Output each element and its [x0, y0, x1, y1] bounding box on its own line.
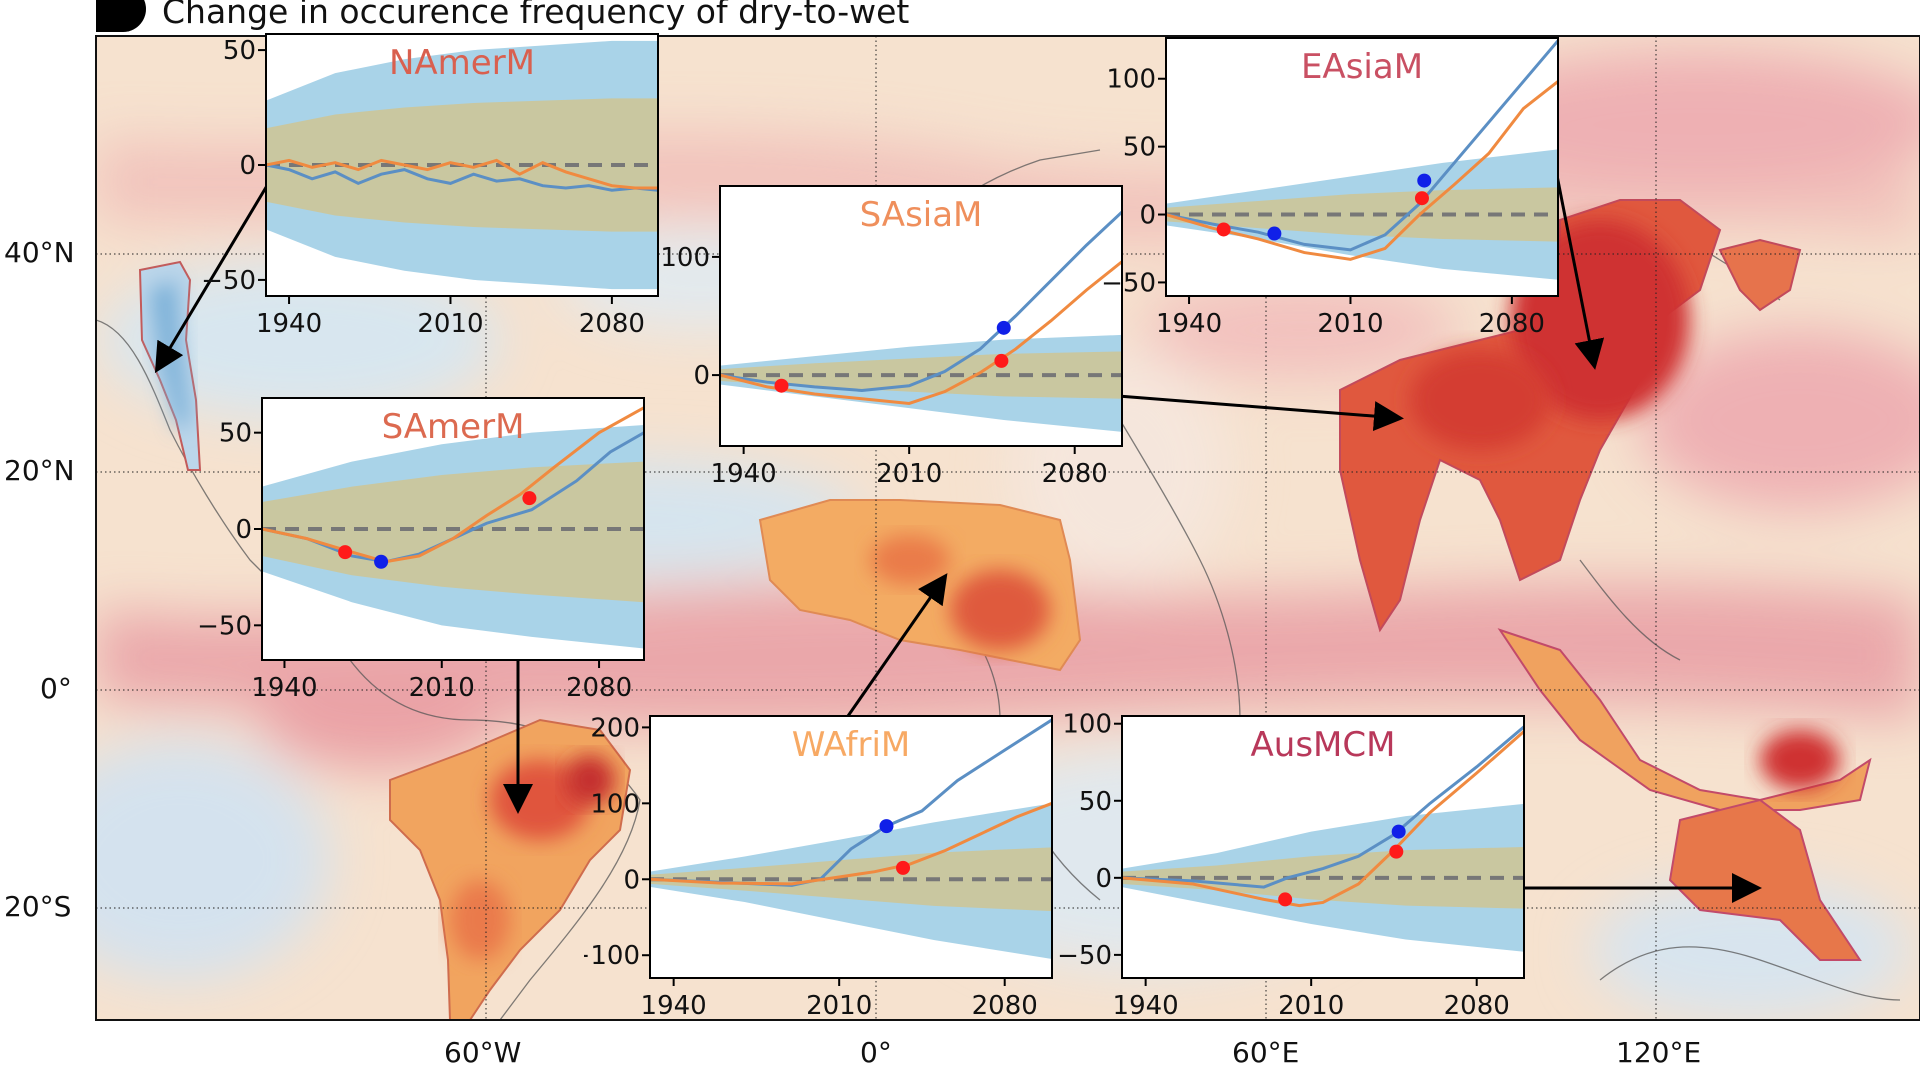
arrow-sasiam [1117, 394, 1404, 432]
y-tick-label: 100 [1106, 65, 1156, 95]
series-line-blue [266, 163, 658, 192]
x-tick-label: 2080 [1479, 309, 1545, 339]
emergence-marker [374, 554, 389, 569]
ensemble-overlap-band [262, 461, 644, 603]
emergence-marker [774, 378, 789, 393]
lat-label-0: 0° [40, 672, 72, 705]
series-line-blue [720, 210, 1122, 392]
y-tick-label: −50 [197, 611, 252, 641]
emergence-marker [1391, 824, 1406, 839]
series-line-orange [1122, 730, 1524, 908]
x-tick-label: 1940 [1113, 991, 1179, 1021]
series-line-orange [720, 260, 1122, 405]
region-ausmcm [1497, 628, 1872, 961]
x-tick-label: 2080 [566, 673, 632, 703]
y-tick-label: 50 [1079, 787, 1112, 817]
y-tick-label: 0 [1095, 864, 1112, 894]
lon-label-120e: 120°E [1616, 1036, 1702, 1069]
plot-frame [1165, 37, 1559, 297]
y-tick-label: 50 [223, 36, 256, 66]
series-line-blue [1122, 725, 1524, 889]
inset-title: SAsiaM [860, 195, 983, 235]
map-frame [95, 35, 1920, 1021]
inset-title: EAsiaM [1301, 47, 1423, 87]
arrow-wafrim [846, 573, 948, 717]
lat-label-40n: 40°N [4, 236, 75, 269]
series-line-orange [650, 801, 1052, 886]
y-tick-label: −50 [1101, 268, 1156, 298]
lat-label-20n: 20°N [4, 454, 75, 487]
series-line-orange [262, 406, 644, 564]
y-tick-label: 200 [590, 713, 640, 743]
emergence-marker [1267, 226, 1282, 241]
x-tick-label: 2010 [876, 459, 942, 489]
x-tick-label: 1940 [251, 673, 317, 703]
y-tick-label: 0 [1139, 201, 1156, 231]
y-tick-label: 0 [693, 361, 710, 391]
x-tick-label: 1940 [641, 991, 707, 1021]
x-tick-label: 2010 [806, 991, 872, 1021]
x-tick-label: 2010 [409, 673, 475, 703]
series-line-orange [266, 158, 658, 190]
lon-label-60w: 60°W [444, 1036, 522, 1069]
inset-title: NAmerM [389, 43, 535, 83]
ensemble-overlap-band [650, 847, 1052, 912]
region-samerm [389, 718, 632, 1020]
x-tick-label: 2010 [1317, 309, 1383, 339]
y-tick-label: 0 [239, 151, 256, 181]
y-tick-label: 0 [235, 515, 252, 545]
emergence-marker [338, 545, 353, 560]
y-tick-label: −50 [201, 266, 256, 296]
panel-label-marker [96, 0, 146, 32]
y-tick-label: 0 [623, 865, 640, 895]
x-tick-label: 2080 [1042, 459, 1108, 489]
lon-label-60e: 60°E [1232, 1036, 1300, 1069]
plot-frame [649, 715, 1053, 979]
emergence-marker [994, 353, 1009, 368]
y-tick-label: 100 [590, 789, 640, 819]
plot-frame [1121, 715, 1525, 979]
x-tick-label: 1940 [1156, 309, 1222, 339]
emergence-marker [1417, 173, 1432, 188]
inset-title: AusMCM [1251, 725, 1396, 765]
x-tick-label: 2080 [972, 991, 1038, 1021]
ensemble-overlap-band [1122, 847, 1524, 909]
emergence-marker [1216, 222, 1231, 237]
inset-chart-sasiam: 100 0 1940 2010 2080 SAsiaM [660, 185, 1123, 489]
series-line-blue [1166, 39, 1558, 252]
emergence-marker [879, 819, 894, 834]
x-tick-label: 1940 [711, 459, 777, 489]
y-tick-label: −50 [1057, 941, 1112, 971]
arrow-namerm [154, 183, 270, 374]
y-tick-label: 100 [660, 243, 710, 273]
x-tick-label: 2080 [579, 309, 645, 339]
series-line-orange [1166, 80, 1558, 261]
lon-label-0: 0° [860, 1036, 892, 1069]
emergence-marker [1414, 191, 1429, 206]
y-tick-label: 50 [1123, 133, 1156, 163]
x-tick-label: 2010 [1278, 991, 1344, 1021]
y-tick-label: 100 [1062, 712, 1112, 740]
emergence-marker [896, 860, 911, 875]
emergence-marker [1389, 844, 1404, 859]
lat-label-20s: 20°S [4, 890, 72, 923]
y-tick-label: 50 [219, 419, 252, 449]
y-tick-label: −100 [584, 941, 640, 971]
x-tick-label: 2080 [1444, 991, 1510, 1021]
emergence-marker [996, 320, 1011, 335]
x-tick-label: 2010 [417, 309, 483, 339]
x-tick-label: 1940 [256, 309, 322, 339]
inset-title: WAfriM [792, 725, 911, 765]
emergence-marker [1278, 892, 1293, 907]
inset-title: SAmerM [382, 407, 525, 447]
figure-title: Change in occurence frequency of dry-to-… [162, 0, 910, 31]
inset-chart-samerm: 50 0 −50 1940 2010 2080 SAmerM [197, 397, 645, 703]
emergence-marker [522, 491, 537, 506]
plot-frame [719, 185, 1123, 447]
